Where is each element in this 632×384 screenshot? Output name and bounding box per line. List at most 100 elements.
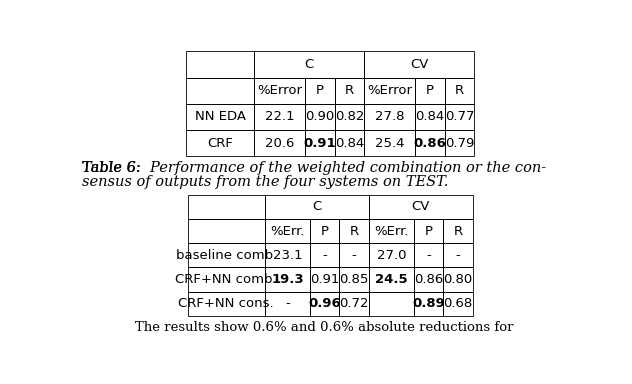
Text: R: R [453,225,463,238]
Text: 23.1: 23.1 [272,249,302,262]
Text: 0.80: 0.80 [444,273,473,286]
Bar [364,130,415,156]
Text: R: R [455,84,464,97]
Text: 0.77: 0.77 [445,111,474,123]
Text: -: - [322,249,327,262]
Text: 25.4: 25.4 [375,137,404,150]
Bar [335,130,364,156]
Text: 0.86: 0.86 [413,137,447,150]
Text: %Error: %Error [257,84,302,97]
Bar [188,195,265,219]
Text: 0.79: 0.79 [445,137,474,150]
Bar [254,51,364,78]
Text: R: R [349,225,359,238]
Bar [186,104,254,130]
Text: 0.85: 0.85 [339,273,369,286]
Text: P: P [426,84,434,97]
Text: -: - [352,249,356,262]
Bar [364,104,415,130]
Bar [414,267,443,292]
Text: %Err.: %Err. [270,225,305,238]
Text: The results show 0.6% and 0.6% absolute reductions for: The results show 0.6% and 0.6% absolute … [135,321,513,334]
Bar [445,130,474,156]
Bar [369,219,414,243]
Text: C: C [312,200,322,214]
Bar [369,243,414,267]
Bar [305,78,335,104]
Text: 22.1: 22.1 [265,111,295,123]
Text: CRF: CRF [207,137,233,150]
Bar [339,243,369,267]
Bar [364,51,474,78]
Bar [188,219,265,243]
Text: baseline comb.: baseline comb. [176,249,277,262]
Bar [414,219,443,243]
Text: -: - [456,249,460,262]
Text: %Err.: %Err. [374,225,408,238]
Bar [443,243,473,267]
Bar [186,78,254,104]
Bar [335,104,364,130]
Bar [443,267,473,292]
Bar [369,267,414,292]
Bar [254,130,305,156]
Bar [305,130,335,156]
Text: 0.91: 0.91 [304,137,336,150]
Text: 0.82: 0.82 [335,111,364,123]
Text: 0.84: 0.84 [335,137,364,150]
Bar [188,243,265,267]
Text: CV: CV [411,200,430,214]
Text: sensus of outputs from the four systems on TEST.: sensus of outputs from the four systems … [82,175,449,189]
Text: -: - [285,297,290,310]
Text: R: R [345,84,354,97]
Bar [443,219,473,243]
Bar [414,243,443,267]
Text: P: P [316,84,324,97]
Text: C: C [305,58,314,71]
Bar [369,292,414,316]
Bar [188,267,265,292]
Bar [188,292,265,316]
Bar [443,292,473,316]
Text: Table 6:  Performance of the weighted combination or the con-: Table 6: Performance of the weighted com… [82,161,546,175]
Text: CRF+NN comb.: CRF+NN comb. [176,273,277,286]
Text: 19.3: 19.3 [271,273,304,286]
Bar [254,104,305,130]
Text: Table 6:: Table 6: [82,161,141,175]
Bar [310,219,339,243]
Bar [415,78,445,104]
Text: 0.68: 0.68 [444,297,473,310]
Text: 0.72: 0.72 [339,297,369,310]
Text: P: P [425,225,432,238]
Text: %Error: %Error [367,84,412,97]
Text: -: - [426,249,431,262]
Bar [339,292,369,316]
Bar [445,78,474,104]
Text: 20.6: 20.6 [265,137,295,150]
Bar [265,195,369,219]
Text: 24.5: 24.5 [375,273,408,286]
Text: CRF+NN cons.: CRF+NN cons. [178,297,274,310]
Text: 0.86: 0.86 [414,273,443,286]
Bar [445,104,474,130]
Bar [254,78,305,104]
Bar [186,51,254,78]
Bar [265,243,310,267]
Text: 27.0: 27.0 [377,249,406,262]
Text: 0.90: 0.90 [305,111,335,123]
Bar [265,219,310,243]
Bar [310,243,339,267]
Bar [310,292,339,316]
Text: 27.8: 27.8 [375,111,404,123]
Bar [369,195,473,219]
Text: P: P [320,225,329,238]
Text: CV: CV [410,58,428,71]
Bar [339,219,369,243]
Bar [339,267,369,292]
Text: 0.91: 0.91 [310,273,339,286]
Text: 0.84: 0.84 [415,111,445,123]
Text: NN EDA: NN EDA [195,111,246,123]
Text: 0.89: 0.89 [412,297,445,310]
Bar [335,78,364,104]
Bar [415,130,445,156]
